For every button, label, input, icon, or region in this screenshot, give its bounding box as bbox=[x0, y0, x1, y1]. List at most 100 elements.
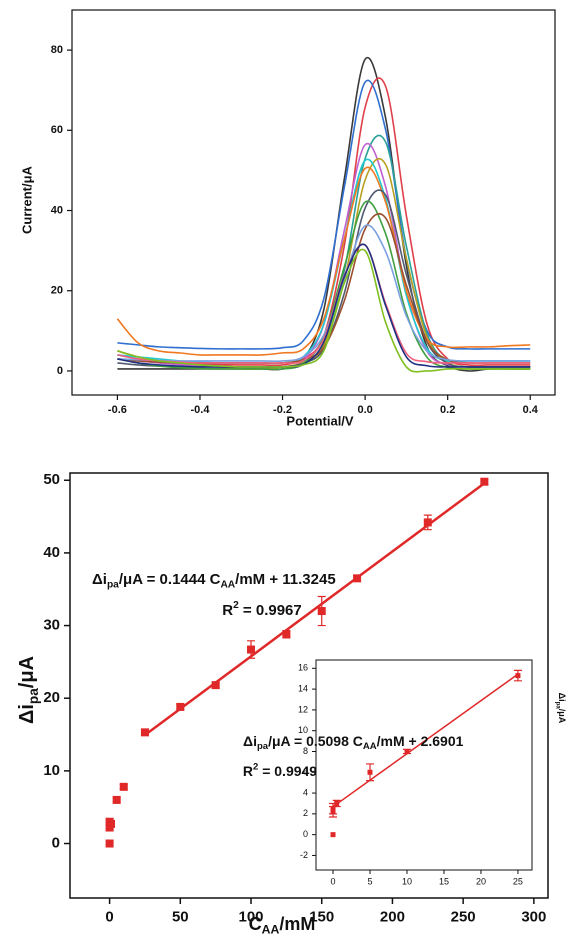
y-tick-label: 40 bbox=[43, 544, 60, 561]
y-tick-label: 80 bbox=[51, 44, 63, 56]
x-tick-label: 0.0 bbox=[357, 404, 372, 416]
data-point bbox=[330, 832, 336, 838]
text-part: Δi bbox=[243, 733, 257, 749]
data-point bbox=[404, 748, 410, 754]
x-tick-label: 0.4 bbox=[523, 404, 539, 416]
data-point bbox=[105, 839, 114, 848]
script-text: 2 bbox=[253, 761, 258, 772]
data-point bbox=[334, 800, 340, 806]
text-part: Δi bbox=[92, 571, 107, 588]
x-tick-label: 100 bbox=[239, 908, 264, 925]
x-tick-label: -0.6 bbox=[108, 404, 127, 416]
data-point bbox=[176, 702, 185, 711]
rich-text: R2 = 0.9967 bbox=[222, 600, 302, 619]
y-tick-label: -2 bbox=[300, 850, 308, 860]
data-point bbox=[317, 607, 326, 616]
y-tick-label: 12 bbox=[298, 704, 308, 714]
y-tick-label: 4 bbox=[303, 787, 308, 797]
series-line bbox=[116, 166, 531, 356]
x-tick-label: 10 bbox=[402, 876, 412, 886]
data-point bbox=[423, 518, 432, 527]
text-part: C bbox=[249, 914, 262, 934]
y-axis-label: Current/μA bbox=[19, 165, 34, 234]
data-point bbox=[282, 630, 291, 639]
x-tick-label: 0 bbox=[331, 876, 336, 886]
text-part: Δi bbox=[16, 704, 38, 724]
fit-line bbox=[332, 673, 519, 808]
x-tick-label: -0.2 bbox=[273, 404, 292, 416]
y-tick-label: 0 bbox=[303, 829, 308, 839]
data-point bbox=[112, 795, 121, 804]
text-part: /μA = 0.5098 C bbox=[268, 733, 363, 749]
y-tick-label: 0 bbox=[57, 365, 63, 377]
data-point bbox=[353, 574, 362, 583]
data-point bbox=[480, 477, 489, 486]
rich-text: CAA/mM bbox=[249, 914, 316, 937]
x-tick-label: 300 bbox=[521, 908, 546, 925]
text-part: R bbox=[222, 602, 233, 619]
y-tick-label: 60 bbox=[51, 124, 63, 136]
script-text: pa bbox=[26, 688, 41, 704]
text-part: Δi bbox=[557, 693, 567, 702]
script-text: 2 bbox=[233, 600, 239, 611]
x-tick-label: 25 bbox=[513, 876, 523, 886]
script-text: AA bbox=[220, 579, 235, 590]
rich-text: Δipa/μA bbox=[16, 656, 40, 724]
y-tick-label: 2 bbox=[303, 808, 308, 818]
data-point bbox=[107, 819, 116, 828]
y-tick-label: 8 bbox=[303, 746, 308, 756]
text-part: R bbox=[243, 763, 253, 779]
data-point bbox=[119, 782, 128, 791]
data-point bbox=[367, 769, 373, 775]
x-tick-label: 150 bbox=[309, 908, 334, 925]
x-tick-label: 20 bbox=[476, 876, 486, 886]
script-text: pa bbox=[257, 741, 269, 752]
x-tick-label: -0.4 bbox=[190, 404, 210, 416]
y-tick-label: 20 bbox=[43, 689, 60, 706]
script-text: AA bbox=[363, 741, 377, 752]
x-tick-label: 250 bbox=[451, 908, 476, 925]
series-line bbox=[117, 243, 531, 364]
script-text: AA bbox=[262, 923, 280, 937]
text-part: /μA bbox=[16, 656, 38, 688]
text-part: /mM bbox=[279, 914, 315, 934]
data-point bbox=[515, 673, 521, 679]
x-tick-label: 50 bbox=[172, 908, 189, 925]
y-tick-label: 50 bbox=[43, 471, 60, 488]
y-tick-label: 30 bbox=[43, 617, 60, 634]
y-tick-label: 20 bbox=[51, 285, 63, 297]
x-tick-label: 0 bbox=[105, 908, 113, 925]
data-point bbox=[211, 681, 220, 690]
text-part: = 0.9967 bbox=[239, 602, 302, 619]
series-line bbox=[117, 224, 531, 363]
rich-text: Δipa/μA = 0.5098 CAA/mM + 2.6901 bbox=[243, 733, 464, 752]
x-tick-label: 200 bbox=[380, 908, 405, 925]
plot-frame bbox=[71, 9, 556, 396]
script-text: pa bbox=[107, 579, 119, 590]
series-line bbox=[117, 79, 531, 350]
script-text: pa bbox=[555, 702, 562, 710]
y-tick-label: 6 bbox=[303, 767, 308, 777]
y-tick-label: 10 bbox=[298, 725, 308, 735]
text-part: /μA = 0.1444 C bbox=[119, 571, 221, 588]
series-line bbox=[117, 248, 531, 373]
data-point bbox=[247, 645, 256, 654]
x-tick-label: 0.2 bbox=[440, 404, 455, 416]
text-part: = 0.9949 bbox=[258, 763, 317, 779]
y-tick-label: 16 bbox=[298, 663, 308, 673]
y-tick-label: 40 bbox=[51, 204, 63, 216]
data-point bbox=[330, 806, 336, 812]
rich-text: Δipa/μA = 0.1444 CAA/mM + 11.3245 bbox=[92, 571, 336, 590]
y-tick-label: 0 bbox=[52, 834, 60, 851]
x-axis-label: Potential/V bbox=[286, 413, 354, 428]
data-point bbox=[140, 728, 149, 737]
series-line bbox=[117, 243, 531, 368]
text-part: /mM + 2.6901 bbox=[377, 733, 464, 749]
text-part: /mM + 11.3245 bbox=[235, 571, 336, 588]
x-tick-label: 5 bbox=[367, 876, 372, 886]
x-tick-label: 15 bbox=[439, 876, 449, 886]
rich-text: Δipa/μA bbox=[555, 693, 567, 724]
text-part: /μA bbox=[557, 709, 567, 724]
y-tick-label: 14 bbox=[298, 683, 308, 693]
